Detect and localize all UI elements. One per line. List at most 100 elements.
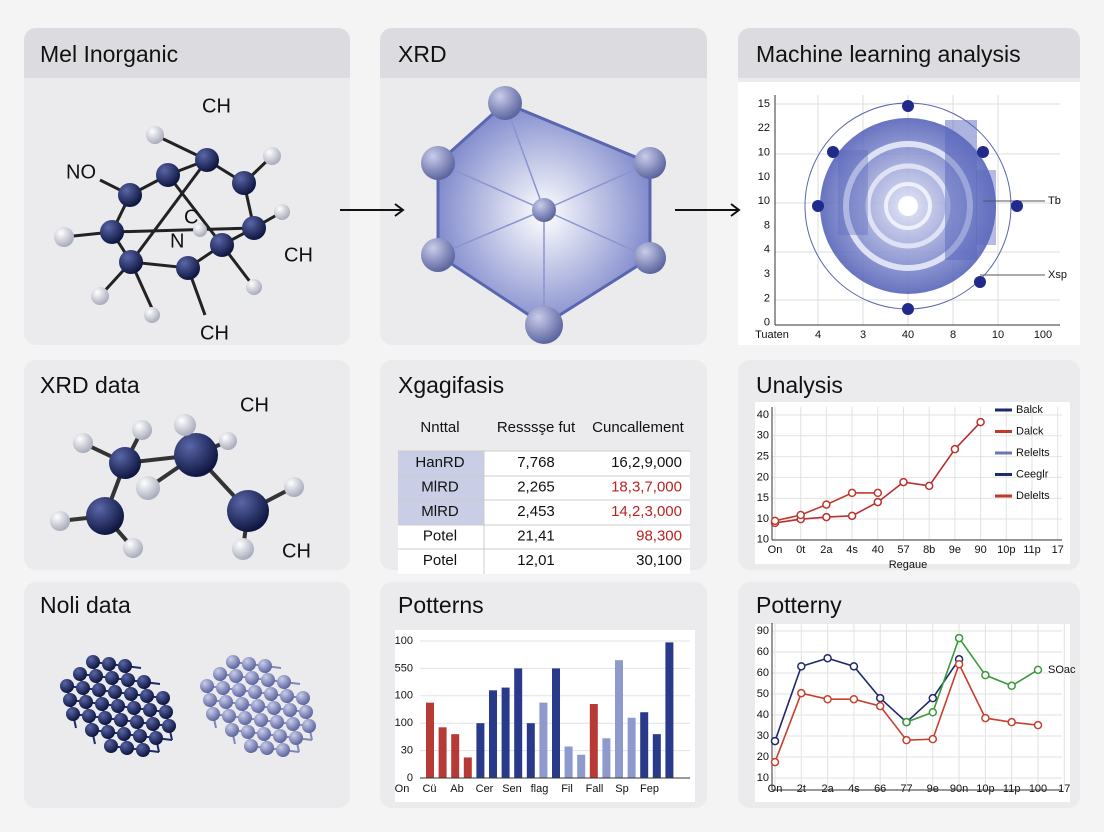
panel-title: Potterns <box>398 592 484 618</box>
header-bar <box>24 28 350 78</box>
point <box>902 735 911 745</box>
panel-title: XRD data <box>40 372 140 398</box>
arrow <box>340 203 405 217</box>
bar <box>552 668 560 778</box>
atom <box>280 689 294 703</box>
atom <box>146 717 160 731</box>
x-tick-label: 0t <box>796 544 805 556</box>
atom <box>225 723 239 737</box>
table <box>398 450 690 574</box>
atom <box>213 667 227 681</box>
x-tick-label: 11p <box>1023 544 1041 556</box>
table-cell: HanRD <box>415 454 464 471</box>
atom <box>302 719 316 733</box>
atom <box>257 727 271 741</box>
y-tick-label: 30 <box>757 730 769 742</box>
point <box>981 713 990 723</box>
point <box>849 694 859 704</box>
legend-label: Balck <box>1016 404 1043 416</box>
table-cell: Potel <box>423 527 457 544</box>
atom <box>63 693 77 707</box>
panel-title: XRD <box>398 41 447 67</box>
x-tick-label: 2a <box>820 544 833 556</box>
point <box>847 488 857 498</box>
atom <box>66 707 80 721</box>
x-tick-label: 9e <box>949 544 961 556</box>
bar <box>615 660 623 778</box>
point <box>902 717 911 727</box>
point <box>950 444 960 454</box>
atom <box>216 681 230 695</box>
atom <box>260 741 274 755</box>
y-tick-label: 90 <box>757 625 769 637</box>
atom <box>105 671 119 685</box>
crystal-edges <box>437 102 651 325</box>
x-tick-label: 10 <box>992 329 1004 341</box>
bar <box>640 712 649 778</box>
atom <box>85 723 99 737</box>
table-cell: 98,300 <box>636 527 682 544</box>
x-tick-label: On <box>768 544 783 556</box>
x-tick-label: 4 <box>815 329 821 341</box>
point <box>796 510 805 520</box>
point <box>797 662 806 671</box>
header-bar <box>380 28 707 78</box>
x-axis-title: Regaue <box>889 559 928 571</box>
atom <box>241 725 255 739</box>
atom-label: CH <box>284 244 313 266</box>
table-rules <box>398 450 690 574</box>
atom <box>159 705 173 719</box>
legend-label: Delelts <box>1016 490 1050 502</box>
bar <box>627 717 636 778</box>
bar <box>652 734 661 778</box>
panel-title: Potterny <box>756 592 842 618</box>
atom <box>118 659 132 673</box>
y-tick-label: 10 <box>758 171 770 183</box>
bar <box>564 746 573 778</box>
atom <box>79 695 93 709</box>
atom <box>124 687 138 701</box>
table-cell: 21,41 <box>517 527 555 544</box>
bar <box>463 757 472 778</box>
x-tick-label: Fall <box>586 783 604 795</box>
point <box>847 511 857 521</box>
x-tick-label: 17 <box>1058 783 1070 795</box>
point <box>849 662 859 671</box>
atom <box>76 681 90 695</box>
atom <box>102 657 116 671</box>
bar <box>489 690 497 778</box>
side-label: Tb <box>1048 195 1061 207</box>
atom <box>98 711 112 725</box>
legend-label: Relelts <box>1016 447 1050 459</box>
atom <box>203 693 217 707</box>
panel-title: Mel Inorganic <box>40 41 178 67</box>
atom <box>254 713 268 727</box>
table-cell: 16,2,9,000 <box>611 454 682 471</box>
arrow <box>675 203 741 217</box>
atom <box>86 655 100 669</box>
sector <box>976 170 996 245</box>
panel-title: Noli data <box>40 592 131 618</box>
y-tick-label: 60 <box>757 667 769 679</box>
x-tick-label: 57 <box>897 544 909 556</box>
atom <box>222 709 236 723</box>
x-tick-label: 2a <box>821 783 834 795</box>
bar <box>438 727 447 778</box>
x-tick-label: 9e <box>927 783 939 795</box>
atom <box>229 669 243 683</box>
x-tick-label: 8b <box>923 544 935 556</box>
table-cell: 14,2,3,000 <box>611 503 682 520</box>
y-tick-label: 15 <box>758 98 770 110</box>
ring <box>884 182 932 230</box>
atom <box>111 699 125 713</box>
table-cell: 30,100 <box>636 552 682 569</box>
y-tick-label: 20 <box>757 751 769 763</box>
x-tick-label: 11p <box>1003 783 1021 795</box>
x-tick-label: 40 <box>872 544 884 556</box>
atom <box>251 699 265 713</box>
x-tick-label: 10p <box>997 544 1015 556</box>
y-tick-label: 4 <box>764 244 770 256</box>
panel-title: Unalysis <box>756 372 843 398</box>
atom <box>121 673 135 687</box>
